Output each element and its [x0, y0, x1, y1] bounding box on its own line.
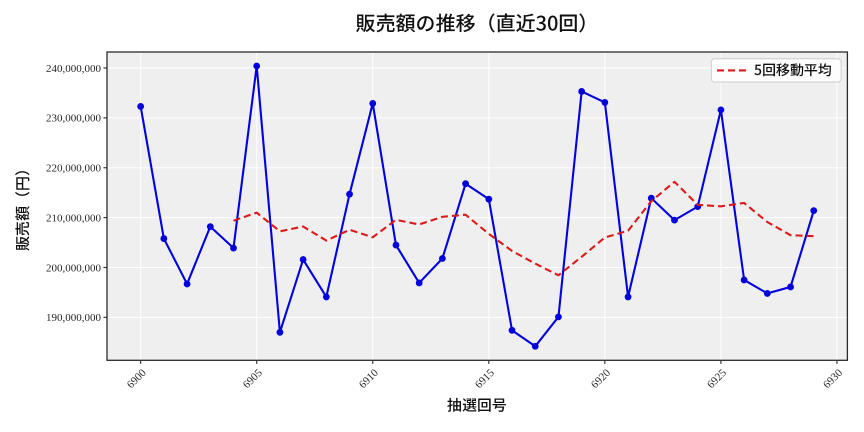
- y-tick-label: 210,000,000: [46, 212, 102, 224]
- x-tick-label: 6925: [705, 367, 729, 391]
- sales-marker: [763, 290, 771, 297]
- x-tick-label: 6905: [241, 367, 265, 391]
- sales-marker: [206, 223, 214, 230]
- sales-marker: [392, 241, 400, 249]
- sales-marker: [137, 103, 145, 110]
- sales-marker: [601, 99, 609, 106]
- y-tick-label: 240,000,000: [46, 63, 102, 75]
- sales-marker: [462, 180, 469, 188]
- x-axis-label: 抽選回号: [447, 395, 507, 416]
- axes-spines: [106, 51, 849, 361]
- legend-box: [710, 58, 842, 83]
- legend-label: 5回移動平均: [754, 60, 832, 80]
- sales-marker: [346, 190, 353, 198]
- sales-marker: [369, 100, 377, 107]
- chart-title: 販売額の推移（直近30回）: [356, 8, 599, 37]
- y-tick-label: 190,000,000: [46, 312, 102, 324]
- sales-marker: [438, 255, 446, 262]
- sales-marker: [531, 342, 539, 350]
- x-tick-label: 6920: [589, 367, 613, 391]
- y-tick-label: 230,000,000: [46, 113, 102, 125]
- y-axis-label: 販売額（円）: [12, 161, 33, 251]
- sales-marker: [415, 279, 423, 287]
- sales-marker: [160, 235, 168, 242]
- x-tick-label: 6930: [821, 367, 845, 391]
- x-tick-label: 6910: [357, 367, 381, 391]
- sales-marker: [322, 293, 330, 301]
- sales-marker: [671, 216, 678, 224]
- sales-marker: [787, 283, 794, 291]
- sales-marker: [183, 280, 191, 288]
- x-tick-label: 6915: [473, 367, 497, 391]
- y-tick-label: 200,000,000: [46, 262, 102, 274]
- sales-marker: [717, 106, 725, 114]
- sales-marker: [253, 62, 261, 70]
- y-tick-label: 220,000,000: [46, 163, 102, 175]
- sales-marker: [508, 326, 516, 334]
- x-tick-label: 6900: [125, 367, 149, 391]
- sales-marker: [810, 207, 818, 215]
- sales-marker: [555, 313, 562, 321]
- sales-marker: [276, 328, 284, 336]
- sales-marker: [624, 293, 632, 301]
- sales-marker: [740, 276, 748, 284]
- sales-marker: [485, 195, 493, 203]
- legend: 5回移動平均: [710, 58, 842, 83]
- plot-background: [107, 52, 848, 361]
- sales-line: [139, 64, 815, 348]
- sales-marker: [299, 256, 307, 263]
- sales-marker: [578, 88, 586, 95]
- sales-marker: [230, 244, 237, 252]
- axes-layer: 6900 6905 6910 6915 6920 6925 6930 190,000,000 2…: [46, 51, 849, 391]
